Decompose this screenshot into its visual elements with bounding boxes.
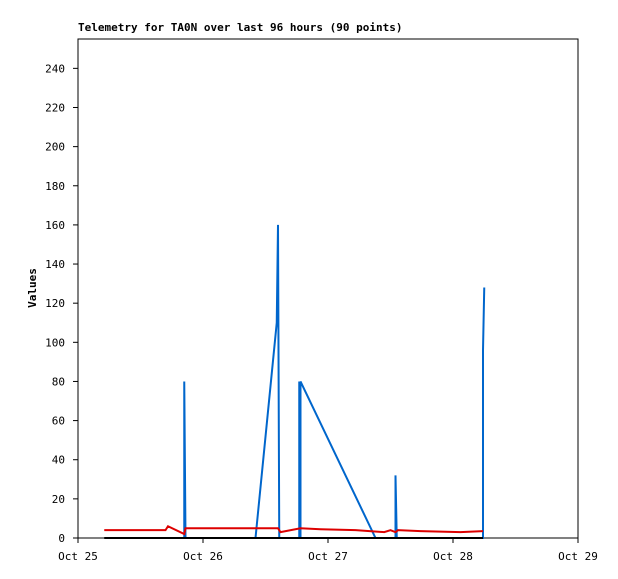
y-tick-label: 120 xyxy=(45,297,65,310)
y-tick-label: 20 xyxy=(52,493,65,506)
y-tick-label: 200 xyxy=(45,141,65,154)
series-line xyxy=(104,524,484,536)
y-tick-label: 180 xyxy=(45,180,65,193)
x-tick-label: Oct 27 xyxy=(308,550,348,563)
y-axis-label: Values xyxy=(26,268,39,308)
chart-title: Telemetry for TA0N over last 96 hours (9… xyxy=(78,21,403,34)
y-tick-label: 0 xyxy=(58,532,65,545)
y-tick-label: 160 xyxy=(45,219,65,232)
series-line xyxy=(183,224,486,539)
y-tick-label: 240 xyxy=(45,62,65,75)
y-tick-label: 140 xyxy=(45,258,65,271)
y-tick-label: 60 xyxy=(52,415,65,428)
y-tick-label: 220 xyxy=(45,101,65,114)
x-tick-label: Oct 29 xyxy=(558,550,598,563)
x-tick-label: Oct 28 xyxy=(433,550,473,563)
x-tick-label: Oct 26 xyxy=(183,550,223,563)
y-tick-label: 40 xyxy=(52,454,65,467)
y-tick-label: 100 xyxy=(45,336,65,349)
plot-frame xyxy=(77,38,579,539)
y-tick-label: 80 xyxy=(52,375,65,388)
x-tick-label: Oct 25 xyxy=(58,550,98,563)
